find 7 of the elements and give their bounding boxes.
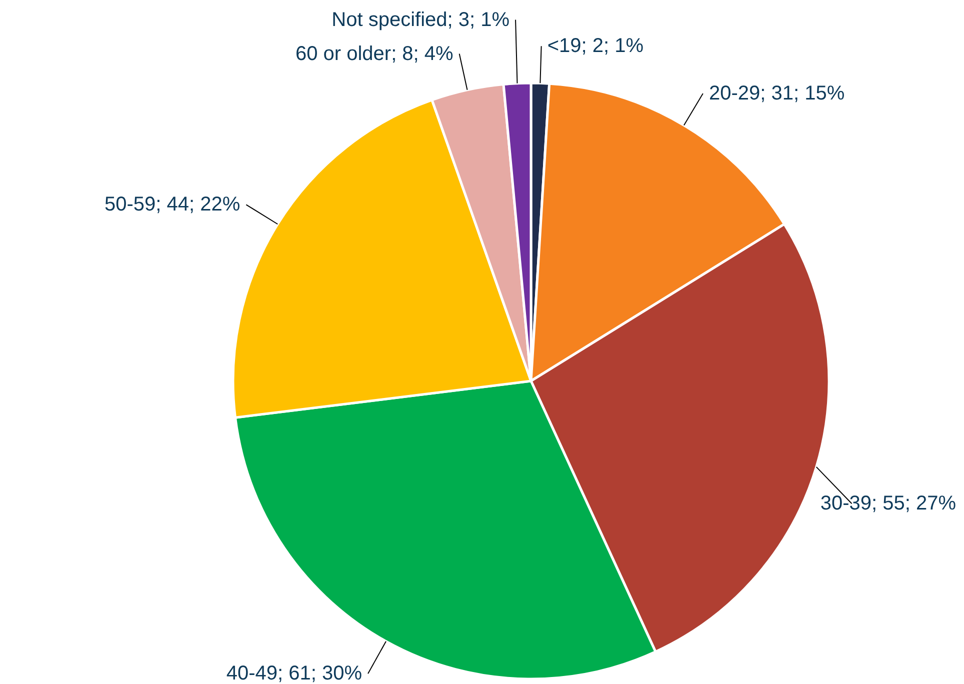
slice-label: Not specified; 3; 1% bbox=[332, 8, 510, 31]
slice-label: 50-59; 44; 22% bbox=[104, 194, 240, 216]
slice-label: 30-39; 55; 27% bbox=[820, 492, 956, 515]
slice-label: 20-29; 31; 15% bbox=[708, 82, 845, 104]
slice-label: 40-49; 61; 30% bbox=[226, 662, 362, 684]
slice-label: <19; 2; 1% bbox=[547, 35, 644, 58]
slice-label: 60 or older; 8; 4% bbox=[295, 42, 454, 65]
